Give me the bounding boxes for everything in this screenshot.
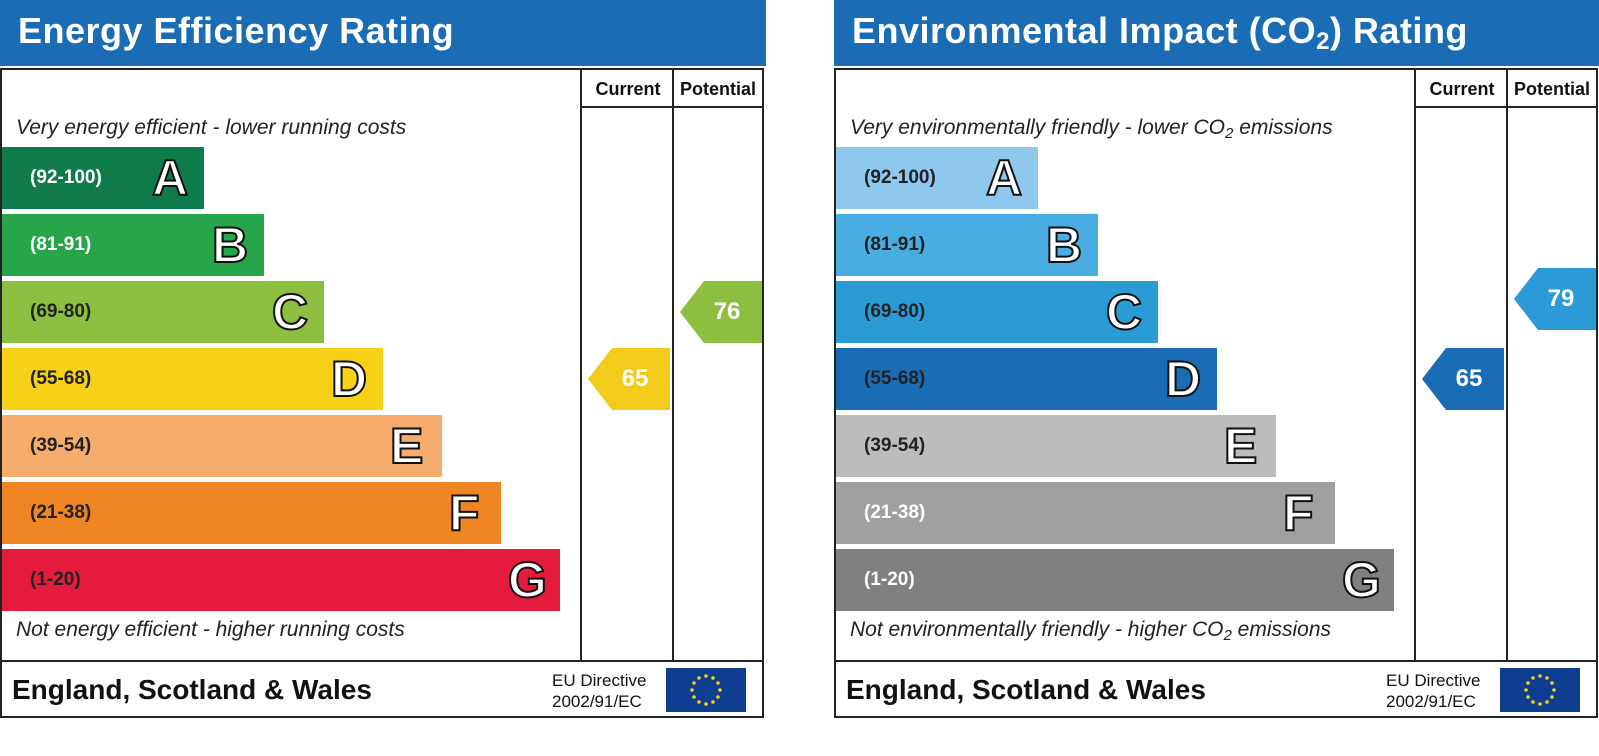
band-letter: B bbox=[1045, 216, 1083, 274]
eu-flag-icon bbox=[1500, 668, 1580, 712]
band-range-label: (92-100) bbox=[30, 167, 102, 188]
band-f: (21-38) F bbox=[2, 482, 501, 544]
band-f: (21-38) F bbox=[836, 482, 1335, 544]
band-letter: D bbox=[330, 350, 368, 408]
rating-frame: Current Potential Very energy efficient … bbox=[0, 68, 764, 718]
panel-title: Energy Efficiency Rating bbox=[18, 10, 455, 51]
panel-title-bar: Energy Efficiency Rating bbox=[0, 0, 766, 66]
potential-rating-arrow: 79 bbox=[1514, 268, 1596, 330]
current-rating-arrow-value: 65 bbox=[1455, 365, 1483, 392]
band-range-label: (1-20) bbox=[864, 569, 915, 590]
current-rating-arrow-value: 65 bbox=[621, 365, 649, 392]
band-letter: A bbox=[151, 149, 189, 207]
top-note: Very energy efficient - lower running co… bbox=[16, 116, 407, 139]
panel-footer: England, Scotland & Wales EU Directive 20… bbox=[2, 660, 762, 718]
band-d: (55-68) D bbox=[2, 348, 383, 410]
band-range-label: (21-38) bbox=[30, 502, 92, 523]
band-a: (92-100) A bbox=[2, 147, 204, 209]
bottom-note: Not environmentally friendly - higher CO… bbox=[850, 618, 1332, 644]
band-letter: F bbox=[448, 484, 481, 542]
band-letter: F bbox=[1282, 484, 1315, 542]
potential-rating-arrow-value: 76 bbox=[713, 298, 741, 325]
panel-title: Environmental Impact (CO2) Rating bbox=[852, 10, 1468, 55]
band-range-label: (55-68) bbox=[30, 368, 92, 389]
potential-column-header: Potential bbox=[1506, 70, 1596, 108]
band-letter: C bbox=[1105, 283, 1143, 341]
eu-directive: EU Directive 2002/91/EC bbox=[1386, 671, 1481, 711]
potential-column-header: Potential bbox=[672, 70, 762, 108]
rating-frame: Current Potential Very environmentally f… bbox=[834, 68, 1598, 718]
potential-rating-arrow-value: 79 bbox=[1547, 285, 1575, 312]
current-column-header: Current bbox=[580, 70, 674, 108]
panel-footer: England, Scotland & Wales EU Directive 20… bbox=[836, 660, 1596, 718]
band-g: (1-20) G bbox=[836, 549, 1394, 611]
column-divider bbox=[1506, 108, 1508, 660]
band-letter: E bbox=[389, 417, 424, 475]
band-range-label: (92-100) bbox=[864, 167, 936, 188]
region-label: England, Scotland & Wales bbox=[846, 674, 1206, 705]
band-e: (39-54) E bbox=[2, 415, 442, 477]
band-g: (1-20) G bbox=[2, 549, 560, 611]
band-e: (39-54) E bbox=[836, 415, 1276, 477]
band-letter: G bbox=[1341, 551, 1382, 609]
current-rating-arrow: 65 bbox=[588, 348, 670, 410]
current-column-header: Current bbox=[1414, 70, 1508, 108]
band-letter: B bbox=[211, 216, 249, 274]
band-b: (81-91) B bbox=[836, 214, 1098, 276]
band-range-label: (39-54) bbox=[864, 435, 926, 456]
panel-title-bar: Environmental Impact (CO2) Rating bbox=[834, 0, 1599, 66]
band-range-label: (69-80) bbox=[30, 301, 92, 322]
band-letter: D bbox=[1164, 350, 1202, 408]
current-rating-arrow: 65 bbox=[1422, 348, 1504, 410]
band-letter: A bbox=[985, 149, 1023, 207]
environmental-impact-panel: Environmental Impact (CO2) Rating Curren… bbox=[834, 0, 1599, 720]
band-c: (69-80) C bbox=[836, 281, 1158, 343]
band-range-label: (21-38) bbox=[864, 502, 926, 523]
eu-directive: EU Directive 2002/91/EC bbox=[552, 671, 647, 711]
band-range-label: (39-54) bbox=[30, 435, 92, 456]
eu-flag-icon bbox=[666, 668, 746, 712]
band-range-label: (1-20) bbox=[30, 569, 81, 590]
column-divider bbox=[1414, 108, 1416, 660]
band-range-label: (81-91) bbox=[30, 234, 92, 255]
energy-efficiency-panel: Energy Efficiency Rating Current Potenti… bbox=[0, 0, 766, 720]
column-divider bbox=[672, 108, 674, 660]
band-range-label: (81-91) bbox=[864, 234, 926, 255]
band-b: (81-91) B bbox=[2, 214, 264, 276]
band-a: (92-100) A bbox=[836, 147, 1038, 209]
bottom-note: Not energy efficient - higher running co… bbox=[16, 618, 405, 641]
region-label: England, Scotland & Wales bbox=[12, 674, 372, 705]
column-divider bbox=[580, 108, 582, 660]
band-d: (55-68) D bbox=[836, 348, 1217, 410]
band-letter: E bbox=[1223, 417, 1258, 475]
band-letter: C bbox=[271, 283, 309, 341]
band-range-label: (69-80) bbox=[864, 301, 926, 322]
band-c: (69-80) C bbox=[2, 281, 324, 343]
top-note: Very environmentally friendly - lower CO… bbox=[850, 116, 1333, 142]
potential-rating-arrow: 76 bbox=[680, 281, 762, 343]
band-letter: G bbox=[507, 551, 548, 609]
band-range-label: (55-68) bbox=[864, 368, 926, 389]
